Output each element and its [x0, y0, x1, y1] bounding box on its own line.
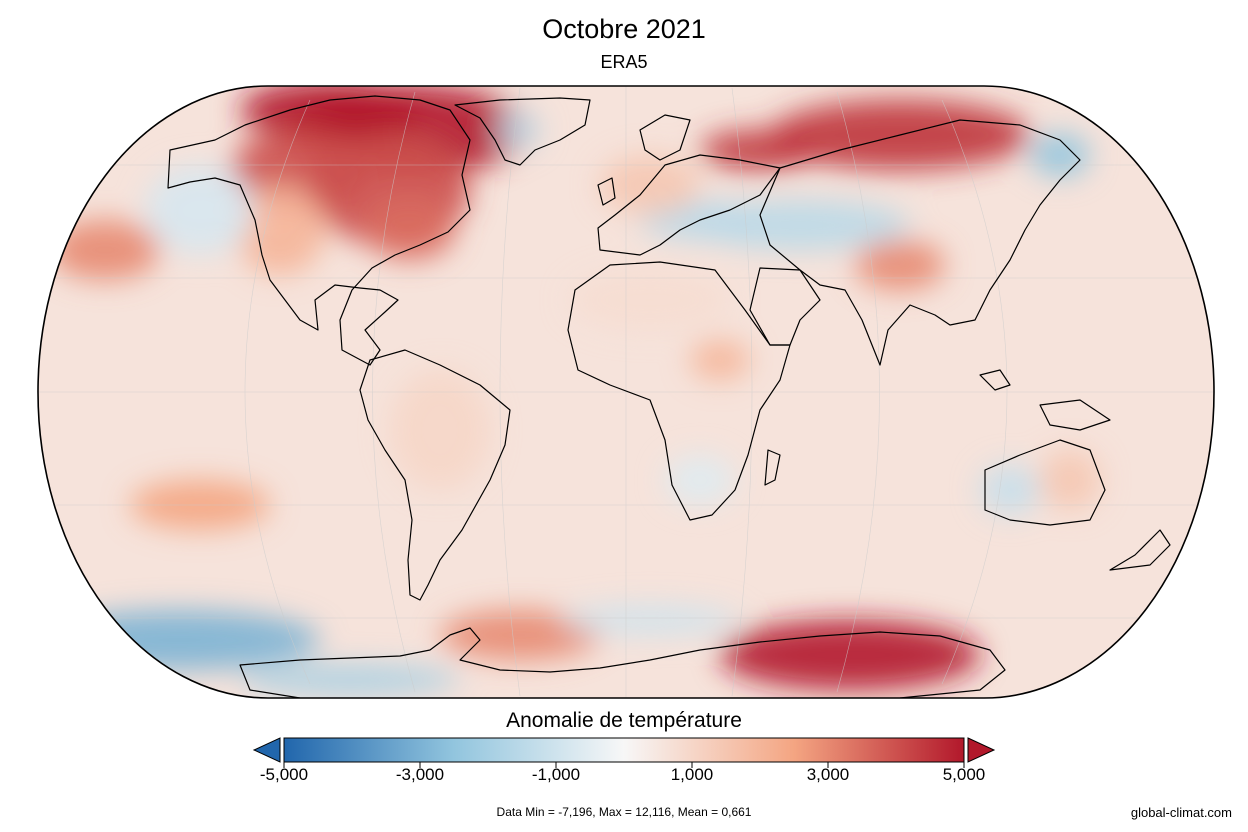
data-stats: Data Min = -7,196, Max = 12,116, Mean = … [496, 805, 752, 819]
anomaly-region-australia-west [980, 465, 1040, 515]
anomaly-region-east-africa [690, 340, 750, 380]
anomaly-region-europe [600, 155, 700, 215]
colorbar-tick-label: -1,000 [531, 765, 581, 784]
colorbar-extend-low-arrow [252, 737, 281, 763]
anomaly-region-alaska-west [145, 165, 255, 255]
coastlines [167, 95, 1171, 698]
anomaly-region-northern-siberia [700, 130, 820, 170]
colorbar-title: Anomalie de température [506, 709, 742, 732]
source-credit: global-climat.com [1130, 805, 1232, 820]
anomaly-region-australia-east [1040, 450, 1100, 510]
anomaly-region-east-antarctica [720, 620, 980, 690]
colorbar-tick-label: -5,000 [259, 765, 309, 784]
colorbar-tick-label: 5,000 [942, 765, 986, 784]
map-subtitle: ERA5 [600, 52, 648, 72]
colorbar-tick-label: 1,000 [670, 765, 714, 784]
anomaly-region-south-america [390, 370, 490, 490]
colorbar-tick-label: -3,000 [395, 765, 445, 784]
anomaly-region-antarctic-coast-west [240, 665, 460, 695]
colorbar-tick-label: 3,000 [806, 765, 850, 784]
anomaly-region-western-usa [235, 185, 325, 275]
colorbar-gradient [283, 737, 965, 763]
anomaly-region-tibet-china [855, 240, 945, 290]
anomaly-region-north-pacific-east [50, 220, 160, 280]
anomaly-region-south-africa [665, 455, 735, 505]
anomaly-region-greenland-interior [496, 112, 540, 148]
anomaly-region-northeast-siberia-coast [1030, 133, 1090, 177]
anomaly-region-sahara [570, 270, 730, 330]
colorbar-extend-high-arrow [967, 737, 996, 763]
anomaly-region-antarctic-peninsula [440, 610, 600, 660]
anomaly-region-arctic-canada-greenland [240, 86, 420, 140]
map-frame [37, 85, 1215, 699]
anomaly-region-south-atlantic-band [560, 605, 740, 635]
map-title: Octobre 2021 [542, 14, 706, 44]
